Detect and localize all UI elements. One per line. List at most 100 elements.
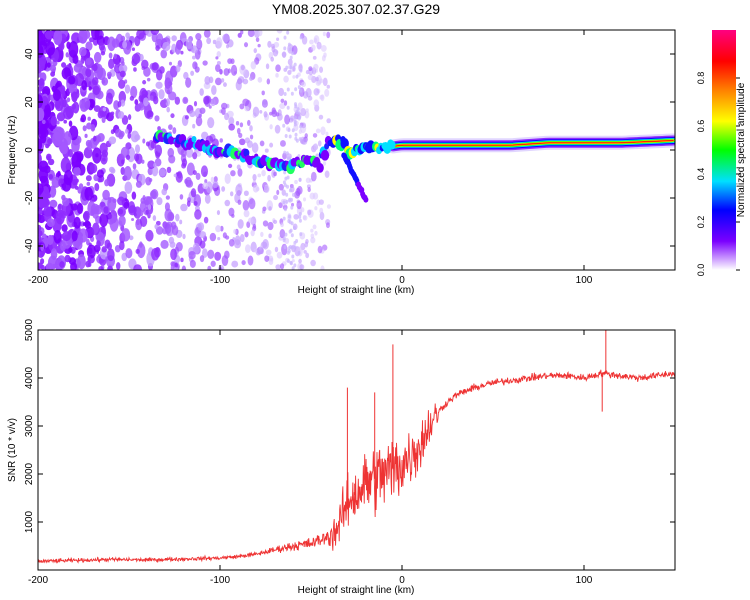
noise-point bbox=[276, 30, 283, 34]
noise-point bbox=[89, 37, 94, 43]
noise-point bbox=[71, 103, 76, 110]
noise-point bbox=[181, 265, 187, 270]
noise-point bbox=[202, 60, 208, 66]
noise-point bbox=[185, 148, 194, 158]
noise-point bbox=[296, 200, 302, 210]
noise-point bbox=[147, 110, 154, 118]
colorbar: 0.0 0.2 0.4 0.6 0.8 Normalized spectral ampl… bbox=[696, 30, 747, 276]
noise-point bbox=[149, 190, 157, 199]
noise-point bbox=[274, 246, 279, 253]
noise-point bbox=[293, 115, 297, 120]
noise-point bbox=[43, 205, 52, 217]
noise-point bbox=[50, 71, 56, 77]
noise-point bbox=[316, 41, 322, 50]
noise-point bbox=[136, 242, 146, 259]
noise-point bbox=[87, 116, 91, 121]
noise-point bbox=[45, 107, 51, 118]
noise-point bbox=[156, 197, 163, 206]
noise-point bbox=[174, 96, 181, 105]
noise-point bbox=[168, 124, 173, 130]
noise-point bbox=[38, 262, 41, 270]
noise-point bbox=[298, 258, 302, 264]
noise-point bbox=[134, 153, 140, 162]
noise-point bbox=[275, 73, 279, 78]
noise-point bbox=[298, 129, 303, 135]
noise-point bbox=[244, 231, 249, 238]
noise-point bbox=[50, 125, 54, 132]
noise-point bbox=[180, 50, 184, 55]
noise-point bbox=[248, 198, 256, 210]
noise-point bbox=[123, 201, 130, 209]
noise-point bbox=[244, 106, 250, 112]
noise-point bbox=[315, 79, 322, 86]
noise-point bbox=[194, 209, 202, 220]
noise-point bbox=[288, 188, 292, 193]
noise-point bbox=[204, 194, 211, 204]
noise-point bbox=[293, 263, 297, 268]
noise-point bbox=[49, 185, 57, 198]
noise-point bbox=[226, 44, 230, 49]
noise-point bbox=[38, 154, 41, 162]
noise-point bbox=[174, 44, 181, 55]
noise-point bbox=[190, 45, 199, 54]
noise-point bbox=[313, 63, 319, 71]
noise-point bbox=[216, 51, 221, 58]
noise-point bbox=[310, 44, 316, 51]
noise-point bbox=[305, 177, 311, 184]
noise-point bbox=[293, 62, 297, 67]
noise-point bbox=[282, 238, 286, 243]
noise-point bbox=[293, 122, 297, 127]
noise-point bbox=[200, 165, 209, 178]
noise-point bbox=[322, 31, 326, 37]
noise-point bbox=[239, 103, 245, 110]
noise-point bbox=[237, 168, 243, 177]
noise-point bbox=[78, 183, 84, 190]
ridge-blob bbox=[191, 135, 197, 143]
noise-point bbox=[257, 173, 262, 178]
noise-point bbox=[113, 100, 120, 110]
noise-point bbox=[243, 209, 250, 218]
noise-point bbox=[131, 191, 137, 200]
snr-background bbox=[38, 330, 675, 570]
noise-point bbox=[85, 41, 93, 51]
noise-point bbox=[171, 35, 177, 42]
x-tick-label: -200 bbox=[28, 575, 48, 586]
noise-point bbox=[38, 214, 46, 224]
noise-point bbox=[68, 40, 79, 58]
noise-point bbox=[243, 42, 249, 48]
noise-point bbox=[175, 171, 183, 183]
noise-point bbox=[280, 140, 286, 147]
noise-point bbox=[307, 74, 314, 81]
noise-point bbox=[240, 64, 245, 71]
noise-point bbox=[292, 192, 296, 197]
noise-point bbox=[104, 179, 110, 187]
ridge-blob bbox=[243, 148, 250, 157]
noise-point bbox=[203, 30, 211, 38]
noise-point bbox=[47, 155, 51, 161]
noise-point bbox=[38, 213, 41, 218]
noise-point bbox=[150, 30, 160, 36]
noise-point bbox=[269, 142, 274, 148]
noise-point bbox=[199, 240, 206, 249]
noise-point bbox=[287, 58, 293, 66]
noise-point bbox=[287, 70, 292, 75]
noise-point bbox=[305, 252, 310, 259]
noise-point bbox=[242, 98, 250, 106]
noise-point bbox=[108, 52, 113, 59]
noise-point bbox=[128, 201, 136, 214]
noise-point bbox=[320, 126, 326, 136]
noise-point bbox=[151, 247, 160, 261]
noise-point bbox=[325, 131, 329, 137]
noise-point bbox=[107, 36, 116, 52]
noise-point bbox=[59, 85, 66, 95]
noise-point bbox=[141, 89, 149, 98]
noise-point bbox=[246, 221, 251, 229]
noise-point bbox=[68, 148, 74, 158]
noise-point bbox=[92, 208, 99, 219]
noise-point bbox=[233, 239, 242, 249]
noise-point bbox=[70, 203, 78, 211]
noise-point bbox=[204, 179, 208, 184]
noise-point bbox=[165, 195, 170, 200]
noise-point bbox=[196, 151, 202, 157]
